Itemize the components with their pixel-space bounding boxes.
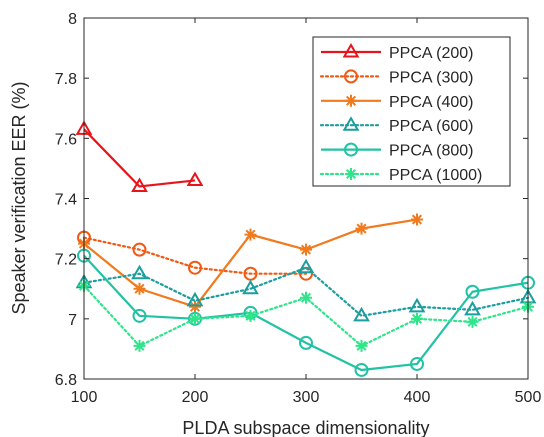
legend-label: PPCA (1000) bbox=[389, 167, 482, 184]
data-point bbox=[300, 291, 312, 304]
series-line bbox=[83, 128, 196, 188]
data-point bbox=[299, 335, 313, 350]
legend-label: PPCA (400) bbox=[389, 94, 473, 111]
data-point bbox=[300, 243, 312, 256]
legend-marker bbox=[345, 94, 357, 107]
x-tick-label: 500 bbox=[515, 389, 542, 406]
data-point bbox=[353, 306, 370, 322]
legend-entry: PPCA (300) bbox=[319, 69, 473, 86]
legend-marker bbox=[345, 168, 357, 180]
data-point bbox=[410, 356, 424, 371]
legend-entry: PPCA (200) bbox=[321, 42, 473, 62]
y-tick-label: 7.6 bbox=[55, 131, 77, 148]
x-axis-label: PLDA subspace dimensionality bbox=[182, 418, 429, 437]
data-point bbox=[188, 260, 202, 275]
data-point bbox=[465, 284, 480, 299]
y-tick-label: 8 bbox=[68, 11, 77, 28]
data-point bbox=[355, 222, 368, 235]
data-point bbox=[466, 315, 479, 328]
x-tick-label: 400 bbox=[404, 389, 431, 406]
data-point bbox=[244, 228, 257, 241]
legend-marker bbox=[344, 69, 358, 84]
legend-label: PPCA (300) bbox=[389, 69, 473, 86]
x-tick-label: 300 bbox=[293, 389, 320, 406]
data-point bbox=[244, 309, 257, 322]
legend-entry: PPCA (400) bbox=[321, 94, 473, 111]
data-point bbox=[133, 339, 146, 352]
legend-entry: PPCA (600) bbox=[319, 116, 473, 135]
data-point bbox=[464, 300, 481, 316]
legend-label: PPCA (200) bbox=[389, 45, 473, 62]
data-point bbox=[186, 171, 204, 186]
legend-box bbox=[312, 36, 511, 187]
series-line bbox=[82, 266, 530, 317]
ticks-layer: 100 200 300 400 500 6.8 7 7.2 7.4 7.6 7.8 8 bbox=[55, 11, 542, 406]
x-tick-label: 100 bbox=[71, 389, 98, 406]
data-point bbox=[408, 297, 426, 313]
x-tick-label: 200 bbox=[182, 389, 209, 406]
data-point bbox=[133, 282, 146, 295]
legend-marker bbox=[342, 42, 360, 58]
data-point bbox=[243, 266, 258, 281]
legend-entry: PPCA (800) bbox=[321, 142, 473, 160]
data-point bbox=[189, 312, 201, 325]
data-point bbox=[411, 213, 423, 226]
legend-entry: PPCA (1000) bbox=[319, 167, 482, 184]
legend-marker bbox=[344, 142, 358, 157]
data-point bbox=[354, 362, 369, 377]
series-line bbox=[83, 254, 529, 372]
y-tick-label: 7.4 bbox=[55, 192, 77, 209]
legend-marker bbox=[342, 116, 360, 131]
legend: PPCA (200) PPCA (300) PPCA (400) PPCA (600)… bbox=[312, 36, 511, 187]
y-tick-label: 6.8 bbox=[55, 372, 77, 389]
y-tick-label: 7.2 bbox=[55, 252, 77, 269]
data-point bbox=[411, 312, 423, 325]
data-point bbox=[189, 300, 201, 313]
data-point bbox=[131, 264, 148, 280]
data-point bbox=[186, 291, 204, 307]
y-tick-label: 7 bbox=[68, 312, 77, 329]
data-point bbox=[132, 308, 147, 323]
data-point bbox=[242, 279, 259, 295]
legend-label: PPCA (600) bbox=[389, 118, 473, 135]
data-point bbox=[132, 242, 147, 257]
y-axis-label: Speaker verification EER (%) bbox=[9, 81, 29, 314]
legend-label: PPCA (800) bbox=[389, 143, 473, 160]
y-tick-label: 7.8 bbox=[55, 71, 77, 88]
data-point bbox=[355, 339, 368, 352]
data-point bbox=[297, 258, 315, 274]
series-line bbox=[82, 236, 308, 275]
data-point bbox=[131, 177, 148, 193]
